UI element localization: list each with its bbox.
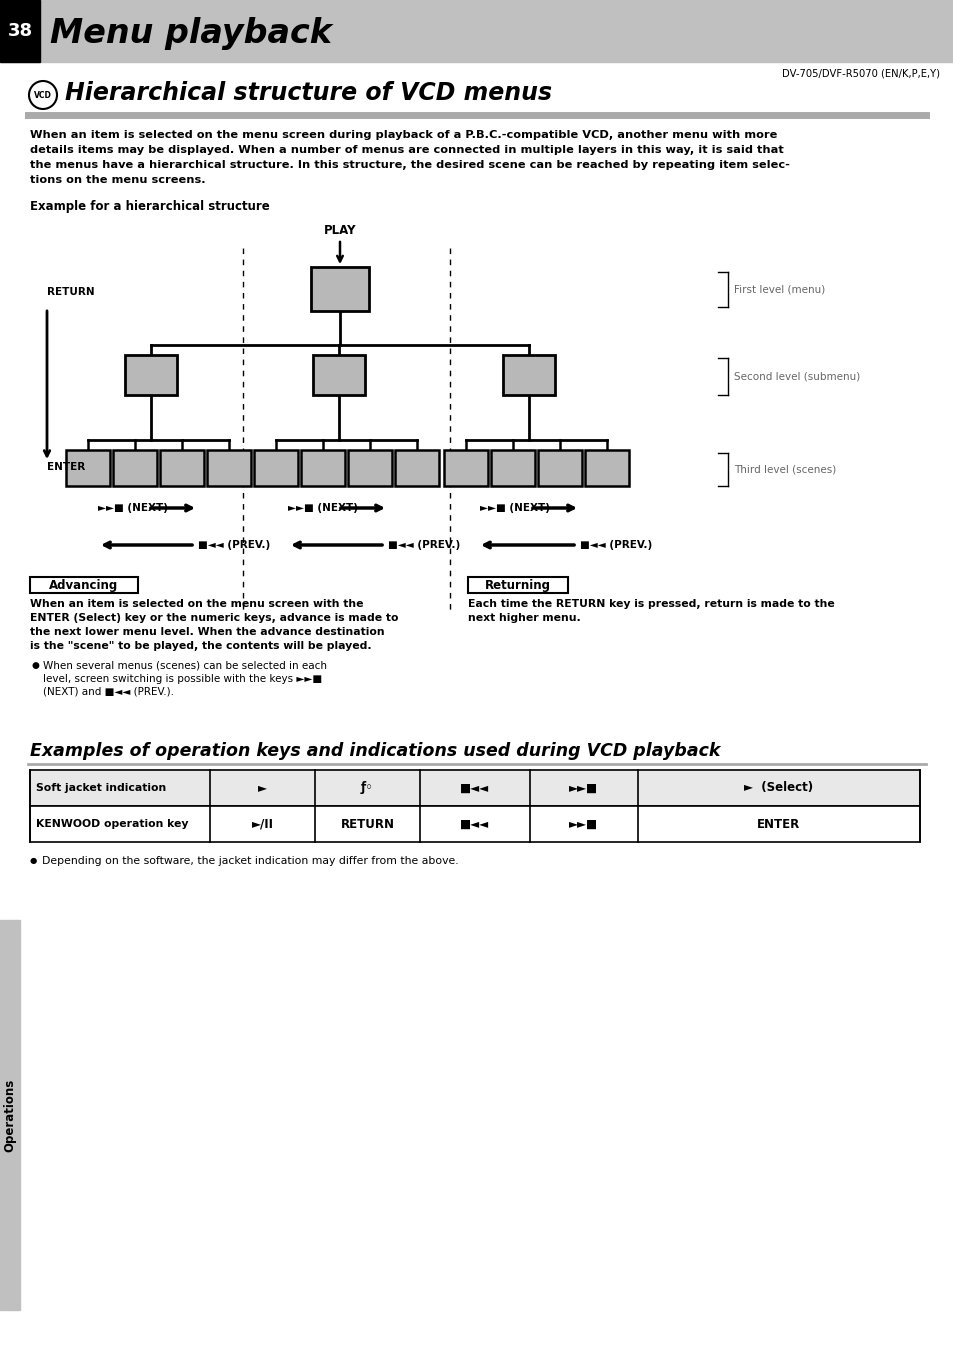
Text: ►►■ (NEXT): ►►■ (NEXT) [479,503,550,513]
Text: Operations: Operations [4,1078,16,1151]
Text: ●: ● [32,661,40,670]
Text: KENWOOD operation key: KENWOOD operation key [36,819,189,830]
Text: ►►■ (NEXT): ►►■ (NEXT) [288,503,357,513]
Text: ENTER: ENTER [47,462,85,471]
Bar [30,577,138,593]
Bar [253,450,297,486]
Text: is the "scene" to be played, the contents will be played.: is the "scene" to be played, the content… [30,640,372,651]
Text: ENTER: ENTER [757,817,800,831]
Text: Depending on the software, the jacket indication may differ from the above.: Depending on the software, the jacket in… [42,857,458,866]
Text: ■◄◄ (PREV.): ■◄◄ (PREV.) [579,540,652,550]
Text: ►  (Select): ► (Select) [743,781,813,794]
Bar [112,450,157,486]
Bar [491,450,535,486]
Text: ■◄◄ (PREV.): ■◄◄ (PREV.) [198,540,270,550]
Text: (NEXT) and ■◄◄ (PREV.).: (NEXT) and ■◄◄ (PREV.). [43,688,173,697]
Bar [537,450,581,486]
Text: When an item is selected on the menu screen with the: When an item is selected on the menu scr… [30,598,363,609]
Text: 38: 38 [8,22,32,41]
Text: Menu playback: Menu playback [50,16,332,50]
Text: ■◄◄: ■◄◄ [460,781,489,794]
Text: ►►■ (NEXT): ►►■ (NEXT) [98,503,168,513]
Bar [207,450,251,486]
Text: When an item is selected on the menu screen during playback of a P.B.C.-compatib: When an item is selected on the menu scr… [30,130,777,141]
Bar [348,450,392,486]
Bar [584,450,628,486]
Text: PLAY: PLAY [323,224,355,236]
Text: level, screen switching is possible with the keys ►►■: level, screen switching is possible with… [43,674,322,684]
Text: details items may be displayed. When a number of menus are connected in multiple: details items may be displayed. When a n… [30,145,783,155]
Text: Example for a hierarchical structure: Example for a hierarchical structure [30,200,270,213]
Bar [443,450,488,486]
Text: Each time the RETURN key is pressed, return is made to the: Each time the RETURN key is pressed, ret… [468,598,834,609]
Text: RETURN: RETURN [47,286,94,297]
Bar [301,450,345,486]
Bar [160,450,204,486]
Text: ƒ◦: ƒ◦ [361,781,374,794]
Circle shape [29,81,57,109]
Bar [125,355,177,394]
Text: ●: ● [30,857,37,865]
Bar [0,0,953,62]
Text: Returning: Returning [484,578,551,592]
Text: When several menus (scenes) can be selected in each: When several menus (scenes) can be selec… [43,661,327,671]
Bar [0,920,20,1310]
Text: Advancing: Advancing [50,578,118,592]
Bar [0,0,40,62]
Text: VCD: VCD [34,91,51,100]
Text: Hierarchical structure of VCD menus: Hierarchical structure of VCD menus [65,81,552,105]
Text: ►►■: ►►■ [569,781,598,794]
Bar [66,450,110,486]
Text: ►/II: ►/II [252,817,274,831]
Text: next higher menu.: next higher menu. [468,613,580,623]
Bar [30,770,919,807]
Bar [502,355,555,394]
Text: RETURN: RETURN [340,817,395,831]
Text: Third level (scenes): Third level (scenes) [733,465,836,474]
Text: ■◄◄: ■◄◄ [460,817,489,831]
Bar [468,577,567,593]
Text: First level (menu): First level (menu) [733,285,824,295]
Text: Examples of operation keys and indications used during VCD playback: Examples of operation keys and indicatio… [30,742,720,761]
Bar [395,450,438,486]
Text: DV-705/DVF-R5070 (EN/K,P,E,Y): DV-705/DVF-R5070 (EN/K,P,E,Y) [781,68,939,78]
Text: tions on the menu screens.: tions on the menu screens. [30,176,206,185]
Text: ►: ► [257,781,267,794]
Text: the menus have a hierarchical structure. In this structure, the desired scene ca: the menus have a hierarchical structure.… [30,159,789,170]
Text: ■◄◄ (PREV.): ■◄◄ (PREV.) [388,540,459,550]
Bar [30,807,919,842]
Text: ►►■: ►►■ [569,817,598,831]
Text: Second level (submenu): Second level (submenu) [733,372,860,381]
Text: the next lower menu level. When the advance destination: the next lower menu level. When the adva… [30,627,384,638]
Bar [313,355,365,394]
Text: Soft jacket indication: Soft jacket indication [36,784,166,793]
Bar [311,267,369,311]
Text: ENTER (Select) key or the numeric keys, advance is made to: ENTER (Select) key or the numeric keys, … [30,613,398,623]
